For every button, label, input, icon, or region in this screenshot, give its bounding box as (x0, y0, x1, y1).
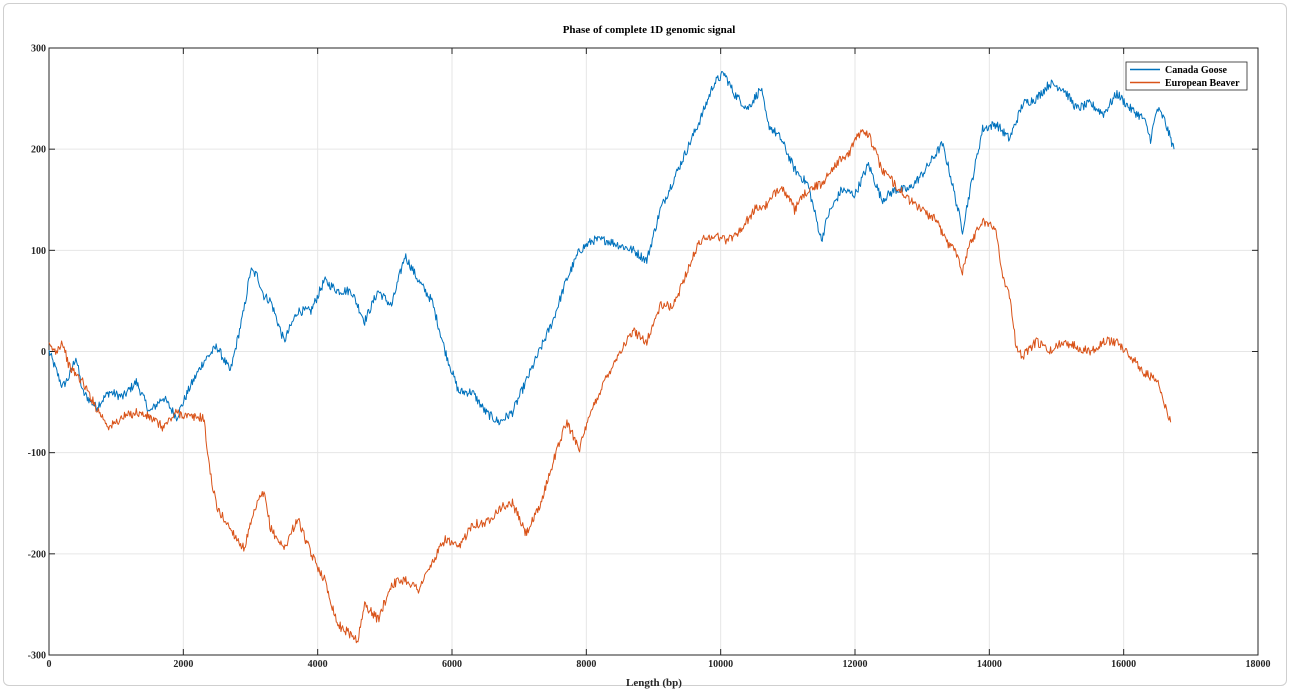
x-tick-label: 10000 (708, 659, 733, 670)
y-tick-label: 300 (31, 44, 46, 55)
y-tick-label: -200 (28, 549, 46, 560)
axis-ticks: 0 2000 4000 6000 8000 10000 12000 14000 16000 180… (28, 44, 1271, 671)
y-tick-label: 200 (31, 145, 46, 156)
x-tick-label: 16000 (1111, 659, 1136, 670)
legend-label-canada-goose: Canada Goose (1165, 65, 1228, 76)
x-tick-label: 6000 (442, 659, 462, 670)
x-tick-label: 14000 (977, 659, 1002, 670)
x-tick-label: 2000 (173, 659, 193, 670)
series-line-european-beaver (48, 129, 1172, 644)
series-line-canada-goose (48, 70, 1175, 426)
y-tick-label: -300 (28, 651, 46, 662)
chart-frame (3, 3, 1287, 686)
legend-box (1125, 61, 1248, 91)
x-tick-label: 0 (47, 659, 52, 670)
legend[interactable]: Canada Goose European Beaver (1125, 61, 1248, 91)
legend-label-european-beaver: European Beaver (1165, 78, 1240, 89)
series-lines (48, 70, 1175, 644)
grid (48, 47, 1259, 656)
x-tick-label: 18000 (1246, 659, 1271, 670)
y-tick-label: -100 (28, 448, 46, 459)
x-tick-label: 12000 (843, 659, 868, 670)
chart-title: Phase of complete 1D genomic signal (563, 24, 736, 36)
y-tick-label: 0 (41, 347, 46, 358)
x-axis-label: Length (bp) (626, 677, 682, 689)
y-tick-label: 100 (31, 246, 46, 257)
x-tick-label: 8000 (576, 659, 596, 670)
x-tick-label: 4000 (308, 659, 328, 670)
